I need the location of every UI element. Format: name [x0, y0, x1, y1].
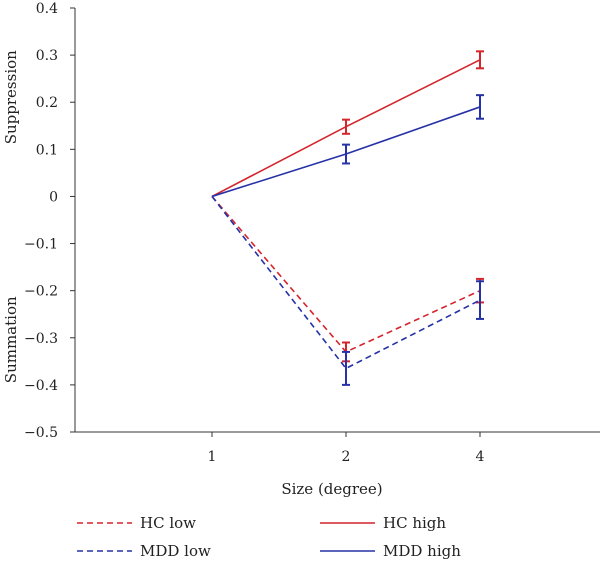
- y-axis: 0.4 0.3 0.2 0.1 0 −0.1 −0.2 −0.3 −0.4 −0.5 Suppres…: [2, 1, 76, 441]
- y-tick-label: 0: [49, 189, 58, 205]
- legend: HC low MDD low HC high MDD high: [77, 514, 461, 560]
- y-tick-label: 0.1: [36, 142, 58, 158]
- x-axis: 1 2 4 Size (degree): [75, 431, 600, 498]
- series-line-mdd-low: [211, 195, 481, 370]
- x-tick-label: 1: [208, 449, 217, 465]
- y-tick-label: −0.5: [24, 425, 58, 441]
- y-tick-label: 0.2: [36, 95, 58, 111]
- y-tick-label: 0.4: [36, 1, 58, 17]
- y-tick-label: −0.2: [24, 284, 58, 300]
- plot-series: [211, 50, 484, 386]
- x-tick-label: 2: [342, 449, 351, 465]
- legend-label: HC low: [140, 514, 196, 532]
- y-axis-title-suppression: Suppression: [2, 50, 20, 144]
- y-axis-title-summation: Summation: [2, 296, 20, 383]
- y-tick-label: −0.4: [24, 378, 58, 394]
- legend-label: HC high: [383, 514, 446, 532]
- series-line-hc-low: [211, 195, 481, 353]
- legend-label: MDD low: [140, 542, 211, 560]
- y-tick-label: −0.3: [24, 331, 58, 347]
- y-tick-label: 0.3: [36, 48, 58, 64]
- x-axis-title: Size (degree): [281, 480, 382, 498]
- legend-label: MDD high: [383, 542, 461, 560]
- x-tick-label: 4: [476, 449, 485, 465]
- y-tick-label: −0.1: [24, 237, 58, 253]
